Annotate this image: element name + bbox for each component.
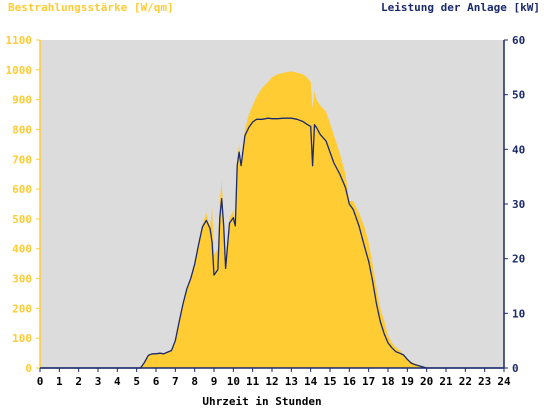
power-series [40,117,504,369]
left-tick-label: 1100 [6,34,33,47]
left-axis-title: Bestrahlungsstärke [W/qm] [8,1,174,14]
right-tick-label: 20 [512,253,525,266]
x-tick-label: 8 [191,375,198,388]
irradiance-area [40,71,504,369]
x-tick-label: 10 [227,375,240,388]
x-tick-label: 3 [95,375,102,388]
x-tick-label: 18 [381,375,394,388]
x-tick-label: 22 [459,375,472,388]
left-tick-label: 0 [25,362,32,375]
x-tick-label: 21 [439,375,453,388]
x-tick-label: 13 [285,375,298,388]
left-tick-label: 300 [12,273,32,286]
x-axis-label: Uhrzeit in Stunden [202,395,321,408]
x-tick-label: 24 [497,375,511,388]
x-tick-label: 11 [246,375,260,388]
x-tick-label: 23 [478,375,491,388]
x-tick-label: 7 [172,375,179,388]
left-tick-label: 700 [12,153,32,166]
right-tick-label: 30 [512,198,525,211]
right-tick-label: 40 [512,143,525,156]
right-tick-label: 10 [512,307,525,320]
left-tick-label: 800 [12,123,32,136]
right-tick-label: 0 [512,362,519,375]
power-line [40,117,504,369]
x-tick-label: 16 [343,375,357,388]
irradiance-series [40,71,504,369]
left-tick-label: 200 [12,302,32,315]
left-tick-label: 400 [12,243,32,256]
x-tick-label: 1 [56,375,63,388]
left-tick-label: 600 [12,183,32,196]
x-tick-label: 4 [114,375,121,388]
right-tick-label: 50 [512,89,525,102]
x-tick-label: 15 [323,375,336,388]
left-tick-label: 900 [12,94,32,107]
x-tick-label: 12 [265,375,278,388]
left-tick-label: 1000 [6,64,33,77]
left-axis-ticks: 0 100 200 300 400 500 600 700 800 900 1000 1100 [6,34,40,375]
x-tick-label: 9 [211,375,218,388]
x-tick-label: 20 [420,375,433,388]
x-tick-label: 19 [401,375,414,388]
left-tick-label: 500 [12,213,32,226]
right-tick-label: 60 [512,34,525,47]
x-tick-label: 17 [362,375,375,388]
x-tick-label: 6 [153,375,160,388]
x-axis-ticks: 0 1 2 3 4 5 6 7 8 9 10 11 12 13 14 15 16 17 18 19 20 21 22 23 24 [37,368,511,388]
right-axis-ticks: 0 10 20 30 40 50 60 [504,34,525,375]
x-tick-label: 5 [133,375,140,388]
x-tick-label: 2 [75,375,82,388]
x-tick-label: 0 [37,375,44,388]
left-tick-label: 100 [12,332,32,345]
x-tick-label: 14 [304,375,318,388]
right-axis-title: Leistung der Anlage [kW] [381,1,540,14]
